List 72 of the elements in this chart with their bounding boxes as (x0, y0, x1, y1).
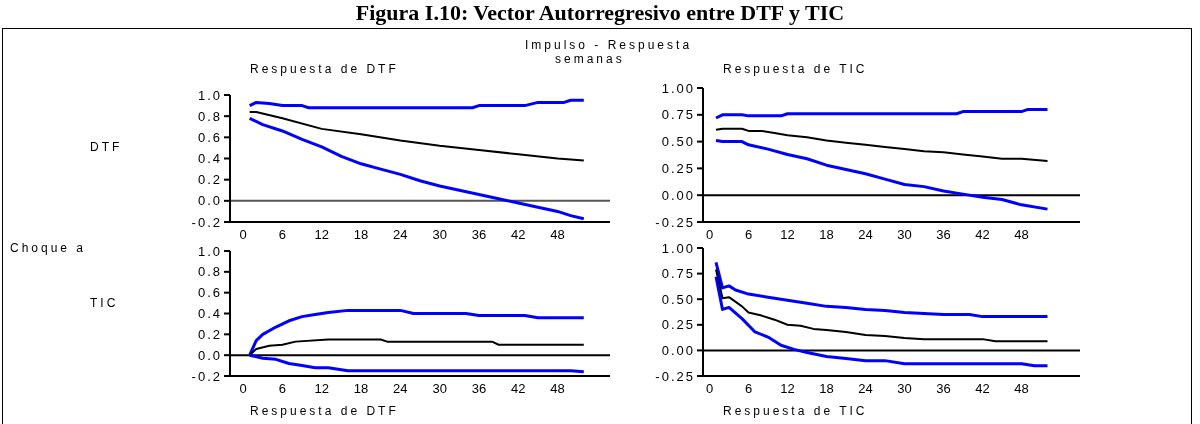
x-tick-label: 36 (471, 227, 487, 243)
x-tick-label: 30 (432, 227, 447, 243)
y-tick-label: 0.8 (197, 108, 222, 124)
y-tick-label: 1.0 (197, 243, 222, 259)
x-tick-label: 42 (975, 227, 990, 243)
y-tick-label: 0.6 (197, 129, 222, 145)
y-tick-label: 0.25 (661, 317, 695, 333)
x-tick-label: 42 (511, 381, 526, 397)
x-tick-label: 18 (819, 227, 834, 243)
y-tick-label: 1.00 (661, 240, 695, 256)
y-tick-label: 0.8 (197, 264, 222, 280)
x-tick-label: 30 (897, 381, 912, 397)
x-tick-label: 12 (780, 227, 795, 243)
y-tick-label: 0.2 (197, 172, 222, 188)
y-tick-label: -0.25 (655, 214, 695, 230)
x-tick-label: 6 (278, 227, 287, 243)
chart-title: Respuesta de TIC (722, 62, 869, 76)
y-axis-title: TIC (90, 296, 119, 310)
text: Impulso - Respuesta (525, 38, 693, 52)
x-tick-label: 48 (550, 381, 565, 397)
y-axis-title: DTF (90, 140, 123, 154)
x-tick-label: 42 (975, 381, 990, 397)
x-tick-label: 0 (239, 227, 247, 243)
x-axis-title: Respuesta de TIC (722, 404, 869, 418)
y-tick-label: 0.50 (661, 134, 695, 150)
x-tick-label: 6 (278, 381, 287, 397)
y-tick-label: -0.2 (191, 368, 222, 384)
x-tick-label: 48 (1014, 381, 1029, 397)
x-tick-label: 0 (239, 381, 247, 397)
chart-title: Respuesta de DTF (250, 62, 399, 76)
y-tick-label: 1.0 (197, 87, 222, 103)
y-tick-label: 0.50 (661, 291, 695, 307)
x-tick-label: 30 (432, 381, 447, 397)
y-tick-label: 0.75 (661, 266, 695, 282)
x-tick-label: 24 (858, 381, 873, 397)
x-tick-label: 48 (550, 227, 565, 243)
x-tick-label: 24 (393, 381, 408, 397)
x-tick-label: 24 (393, 227, 408, 243)
y-tick-label: 0.0 (197, 193, 222, 209)
y-tick-label: 0.75 (661, 107, 695, 123)
y-tick-label: 0.4 (197, 306, 222, 322)
x-tick-label: 18 (353, 227, 369, 243)
text: Choque a (10, 241, 87, 255)
x-tick-label: 24 (858, 227, 873, 243)
x-tick-label: 18 (819, 381, 834, 397)
y-tick-label: 1.00 (661, 80, 695, 96)
y-tick-label: -0.2 (191, 214, 222, 230)
y-tick-label: 0.25 (661, 161, 695, 177)
x-tick-label: 48 (1014, 227, 1029, 243)
x-tick-label: 36 (471, 381, 487, 397)
text: semanas (555, 52, 625, 66)
y-tick-label: 0.4 (197, 151, 222, 167)
x-tick-label: 36 (936, 227, 951, 243)
x-tick-label: 42 (511, 227, 526, 243)
x-tick-label: 6 (744, 381, 753, 397)
y-tick-label: 0.0 (197, 347, 222, 363)
y-tick-label: -0.25 (655, 368, 695, 384)
x-tick-label: 6 (744, 227, 753, 243)
x-tick-label: 18 (353, 381, 369, 397)
y-tick-label: 0.2 (197, 326, 222, 342)
x-tick-label: 12 (314, 227, 329, 243)
x-tick-label: 12 (314, 381, 329, 397)
x-tick-label: 0 (705, 381, 714, 397)
x-tick-label: 0 (705, 227, 714, 243)
y-tick-label: 0.6 (197, 285, 222, 301)
x-tick-label: 12 (780, 381, 795, 397)
y-tick-label: 0.00 (661, 187, 695, 203)
x-axis-title: Respuesta de DTF (249, 404, 400, 418)
x-tick-label: 30 (897, 227, 912, 243)
y-tick-label: 0.00 (661, 343, 695, 359)
x-tick-label: 36 (936, 381, 951, 397)
text: Figura I.10: Vector Autorregresivo entre DTF y TIC (354, 0, 846, 26)
